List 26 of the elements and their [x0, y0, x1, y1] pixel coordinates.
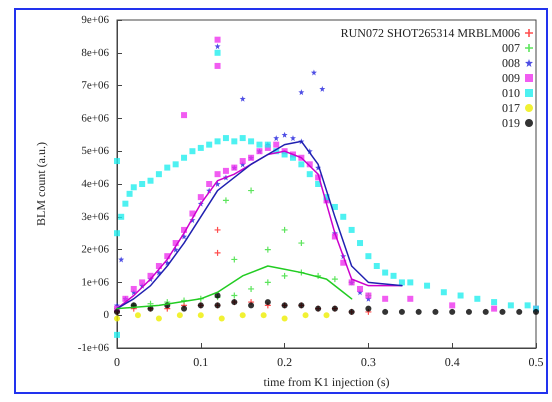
x-tick-label: 0.5: [528, 355, 544, 369]
y-tick-label: 4e+06: [81, 178, 110, 190]
legend-label: 008: [502, 56, 520, 70]
x-axis-title: time from K1 injection (s): [264, 375, 390, 389]
y-tick-label: 8e+06: [81, 46, 110, 59]
legend-label: 010: [502, 86, 520, 100]
y-tick-label: 0: [104, 309, 110, 322]
x-tick-label: 0.3: [360, 355, 376, 369]
x-tick-label: 0.4: [444, 355, 460, 369]
legend-label: 017: [502, 101, 520, 115]
y-tick-label: -1e+06: [78, 342, 110, 354]
y-tick-label: 9e+06: [81, 14, 110, 26]
y-tick-label: 2e+06: [81, 244, 110, 256]
legend-label: 007: [502, 41, 520, 55]
legend-label: 009: [502, 71, 520, 85]
x-tick-label: 0: [114, 355, 120, 369]
legend-label: 019: [502, 116, 520, 130]
y-axis-title: BLM count (a.u.): [34, 142, 48, 226]
x-tick-label: 0.2: [277, 355, 292, 369]
y-tick-label: 7e+06: [81, 80, 110, 92]
y-tick-label: 6e+06: [81, 112, 110, 124]
legend-label: RUN072 SHOT265314 MRBLM006: [340, 26, 520, 40]
y-tick-label: 1e+06: [81, 276, 110, 288]
x-tick-label: 0.1: [193, 355, 208, 369]
y-tick-label: 5e+06: [81, 145, 110, 158]
y-tick-label: 3e+06: [81, 210, 110, 223]
